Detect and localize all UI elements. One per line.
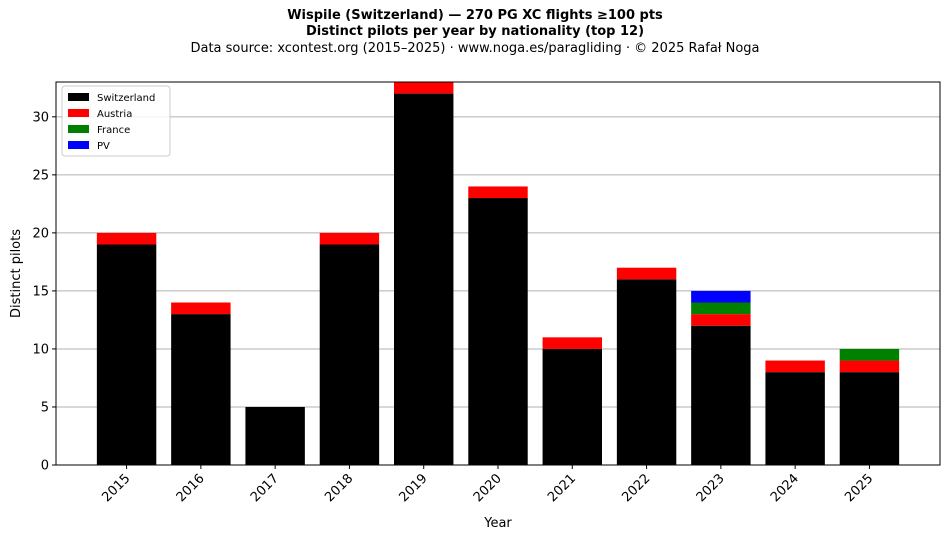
legend-label-pv: PV	[97, 141, 110, 152]
legend: Switzerland Austria France PV	[61, 85, 171, 157]
x-tick-label-2025: 2025	[842, 471, 876, 505]
bar-austria-2019	[394, 82, 454, 94]
x-tick-label-2023: 2023	[694, 471, 728, 505]
legend-label-france: France	[97, 125, 130, 136]
legend-swatch-pv	[68, 141, 89, 149]
chart-source: Data source: xcontest.org (2015–2025) · …	[190, 41, 760, 56]
bar-switzerland-2020	[468, 198, 528, 465]
bar-austria-2020	[468, 186, 528, 199]
x-tick-label-2024: 2024	[768, 471, 802, 505]
bar-austria-2018	[319, 232, 380, 245]
x-axis-label: Year	[483, 516, 512, 531]
y-tick-label-30: 30	[32, 110, 49, 125]
bar-france-2023	[691, 302, 751, 315]
legend-label-austria: Austria	[97, 109, 132, 120]
bar-switzerland-2025	[839, 372, 900, 465]
legend-swatch-france	[68, 125, 89, 133]
bar-austria-2016	[171, 302, 231, 315]
chart-titles: Wispile (Switzerland) — 270 PG XC flight…	[0, 8, 950, 58]
bar-switzerland-2018	[319, 244, 380, 465]
bar-pv-2023	[691, 290, 751, 303]
bar-austria-2023	[691, 314, 751, 326]
legend-swatch-switzerland	[68, 93, 89, 101]
chart-subtitle: Distinct pilots per year by nationality …	[305, 24, 645, 39]
bar-switzerland-2019	[394, 93, 454, 465]
bar-switzerland-2016	[171, 314, 231, 465]
bar-switzerland-2017	[245, 406, 305, 465]
x-tick-label-2021: 2021	[545, 471, 579, 505]
x-tick-label-2022: 2022	[619, 471, 653, 505]
bar-switzerland-2023	[691, 325, 751, 465]
x-tick-label-2018: 2018	[322, 471, 356, 505]
bar-switzerland-2015	[96, 244, 157, 465]
y-tick-label-15: 15	[32, 284, 49, 299]
legend-box	[61, 85, 171, 157]
x-tick-label-2016: 2016	[174, 471, 208, 505]
bar-austria-2024	[765, 360, 825, 373]
x-tick-label-2019: 2019	[397, 471, 431, 505]
legend-swatch-austria	[68, 109, 89, 117]
x-tick-label-2020: 2020	[471, 471, 505, 505]
bar-switzerland-2021	[542, 348, 602, 465]
bar-austria-2021	[542, 337, 602, 349]
bar-austria-2015	[96, 232, 157, 245]
bar-switzerland-2022	[616, 279, 677, 465]
y-tick-label-10: 10	[32, 342, 49, 357]
bar-austria-2025	[839, 360, 900, 373]
y-tick-label-0: 0	[41, 459, 49, 474]
x-tick-label-2017: 2017	[248, 471, 282, 505]
chart-title: Wispile (Switzerland) — 270 PG XC flight…	[287, 8, 663, 23]
y-axis-label: Distinct pilots	[9, 229, 24, 318]
bar-austria-2022	[616, 267, 677, 280]
y-tick-label-20: 20	[32, 226, 49, 241]
y-tick-label-5: 5	[41, 400, 49, 415]
y-axis: 0 5 10 15 20 25 30	[32, 110, 56, 474]
x-tick-label-2015: 2015	[99, 471, 133, 505]
x-axis: 2015 2016 2017 2018 2019 2020 2021 2022 2023 2024…	[99, 465, 876, 505]
legend-label-switzerland: Switzerland	[97, 93, 155, 104]
bar-switzerland-2024	[765, 372, 825, 465]
y-tick-label-25: 25	[32, 168, 49, 183]
bar-france-2025	[839, 348, 900, 361]
bars	[96, 82, 900, 465]
